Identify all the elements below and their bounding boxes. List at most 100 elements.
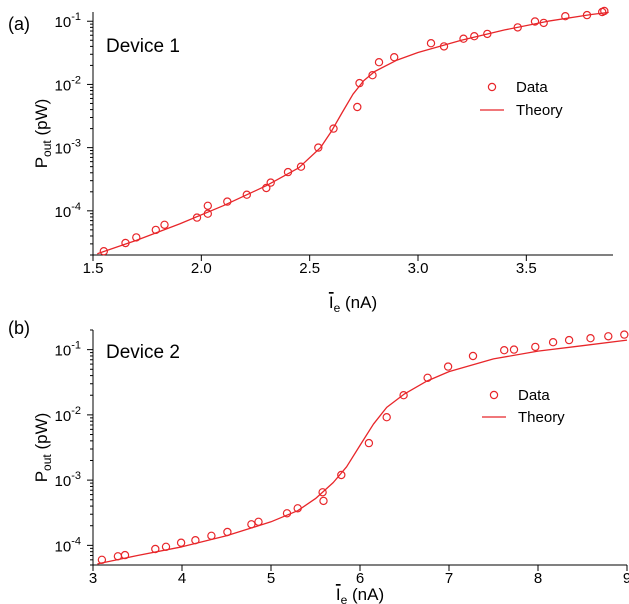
data-point — [561, 12, 570, 21]
y-tick-label: 10-4 — [55, 201, 81, 221]
data-point — [151, 544, 160, 554]
data-point — [242, 190, 251, 199]
y-axis-label-main: P — [32, 471, 51, 482]
data-point — [191, 536, 200, 545]
data-point — [382, 413, 391, 422]
y-tick-base: 10 — [55, 408, 72, 425]
legend-marker-data — [487, 82, 497, 92]
data-point — [374, 58, 384, 67]
panel-label: (a) — [8, 14, 30, 34]
data-point — [459, 34, 468, 43]
data-point — [364, 438, 374, 448]
data-point — [439, 42, 449, 51]
y-tick-label: 10-3 — [55, 470, 81, 490]
data-point — [329, 124, 338, 133]
legend-label-theory: Theory — [516, 102, 563, 119]
data-point — [500, 346, 509, 355]
y-axis-label-sub: out — [40, 140, 54, 157]
x-tick-label: 6 — [356, 570, 364, 587]
data-point — [586, 334, 595, 343]
data-point — [530, 17, 540, 26]
data-point — [247, 520, 256, 529]
data-point — [293, 504, 302, 513]
data-point — [582, 10, 592, 20]
data-point — [604, 332, 613, 341]
y-tick-exponent: -3 — [71, 470, 81, 482]
y-tick-base: 10 — [55, 14, 72, 31]
y-axis-label-sub: out — [40, 454, 54, 471]
x-tick-label: 3.5 — [516, 260, 537, 277]
data-point — [443, 362, 453, 371]
y-tick-label: 10-1 — [55, 340, 81, 360]
y-tick-base: 10 — [55, 473, 72, 490]
data-point — [390, 53, 399, 62]
data-point — [314, 143, 323, 152]
x-tick-label: 2.0 — [191, 260, 212, 277]
y-tick-exponent: -2 — [71, 405, 81, 417]
x-tick-label: 2.5 — [299, 260, 320, 277]
data-point — [426, 39, 436, 48]
data-point — [120, 550, 130, 560]
data-point — [113, 552, 123, 561]
y-tick-base: 10 — [55, 141, 72, 158]
x-tick-label: 8 — [534, 570, 542, 587]
data-point — [192, 213, 202, 222]
data-point — [207, 531, 216, 541]
data-point — [161, 542, 171, 552]
x-tick-label: 1.5 — [83, 260, 104, 277]
data-point — [283, 167, 293, 177]
y-axis-label: Pout (pW) — [32, 413, 54, 483]
data-point — [121, 238, 130, 248]
x-tick-label: 7 — [445, 570, 453, 587]
y-tick-exponent: -1 — [71, 11, 81, 23]
y-tick-label: 10-4 — [55, 535, 81, 555]
data-point — [282, 509, 292, 518]
x-axis-label-main: I — [329, 293, 334, 312]
chart-panel: 3 4 5 6 7 8 910-410-310-210-1Ie (nA)Pout (pW)(… — [8, 318, 629, 604]
device-label: Device 1 — [106, 36, 180, 57]
data-point — [319, 496, 328, 506]
legend-label-theory: Theory — [518, 409, 565, 426]
data-point — [203, 201, 212, 210]
data-point — [151, 225, 160, 235]
legend-label-data: Data — [516, 79, 548, 96]
data-point — [160, 220, 169, 229]
device-label: Device 2 — [106, 342, 180, 363]
x-axis-label-sub: e — [341, 593, 348, 604]
x-axis-label-unit: (nA) — [347, 585, 384, 604]
legend-label-data: Data — [518, 387, 550, 404]
data-point — [355, 78, 364, 88]
x-tick-label: 3.0 — [408, 260, 429, 277]
y-tick-exponent: -1 — [71, 340, 81, 352]
data-point — [203, 209, 212, 218]
data-point — [600, 6, 609, 16]
data-point — [468, 351, 478, 361]
data-point — [531, 342, 540, 352]
data-point — [423, 373, 432, 382]
y-tick-base: 10 — [55, 77, 72, 94]
data-point — [97, 555, 107, 565]
x-tick-label: 9 — [623, 570, 629, 587]
data-point — [254, 517, 263, 527]
x-axis-label-unit: (nA) — [340, 293, 377, 312]
y-axis-label: Pout (pW) — [32, 99, 54, 169]
data-point — [539, 18, 548, 28]
x-axis-label-main: I — [336, 585, 341, 604]
y-tick-base: 10 — [55, 343, 72, 360]
data-point — [296, 162, 306, 171]
data-point — [318, 488, 327, 497]
x-tick-label: 3 — [89, 570, 97, 587]
data-point — [470, 32, 479, 41]
data-point — [223, 527, 232, 537]
y-tick-exponent: -2 — [71, 74, 81, 86]
panel-label: (b) — [8, 318, 30, 338]
y-axis-label-unit: (pW) — [32, 99, 51, 141]
theory-curve — [97, 11, 609, 255]
theory-curve — [97, 339, 628, 565]
y-tick-label: 10-2 — [55, 74, 81, 94]
x-axis-label: Ie (nA) — [329, 293, 377, 315]
data-point — [223, 197, 232, 206]
data-point — [513, 23, 522, 32]
data-point — [337, 470, 346, 480]
x-axis-label: Ie (nA) — [336, 585, 384, 604]
